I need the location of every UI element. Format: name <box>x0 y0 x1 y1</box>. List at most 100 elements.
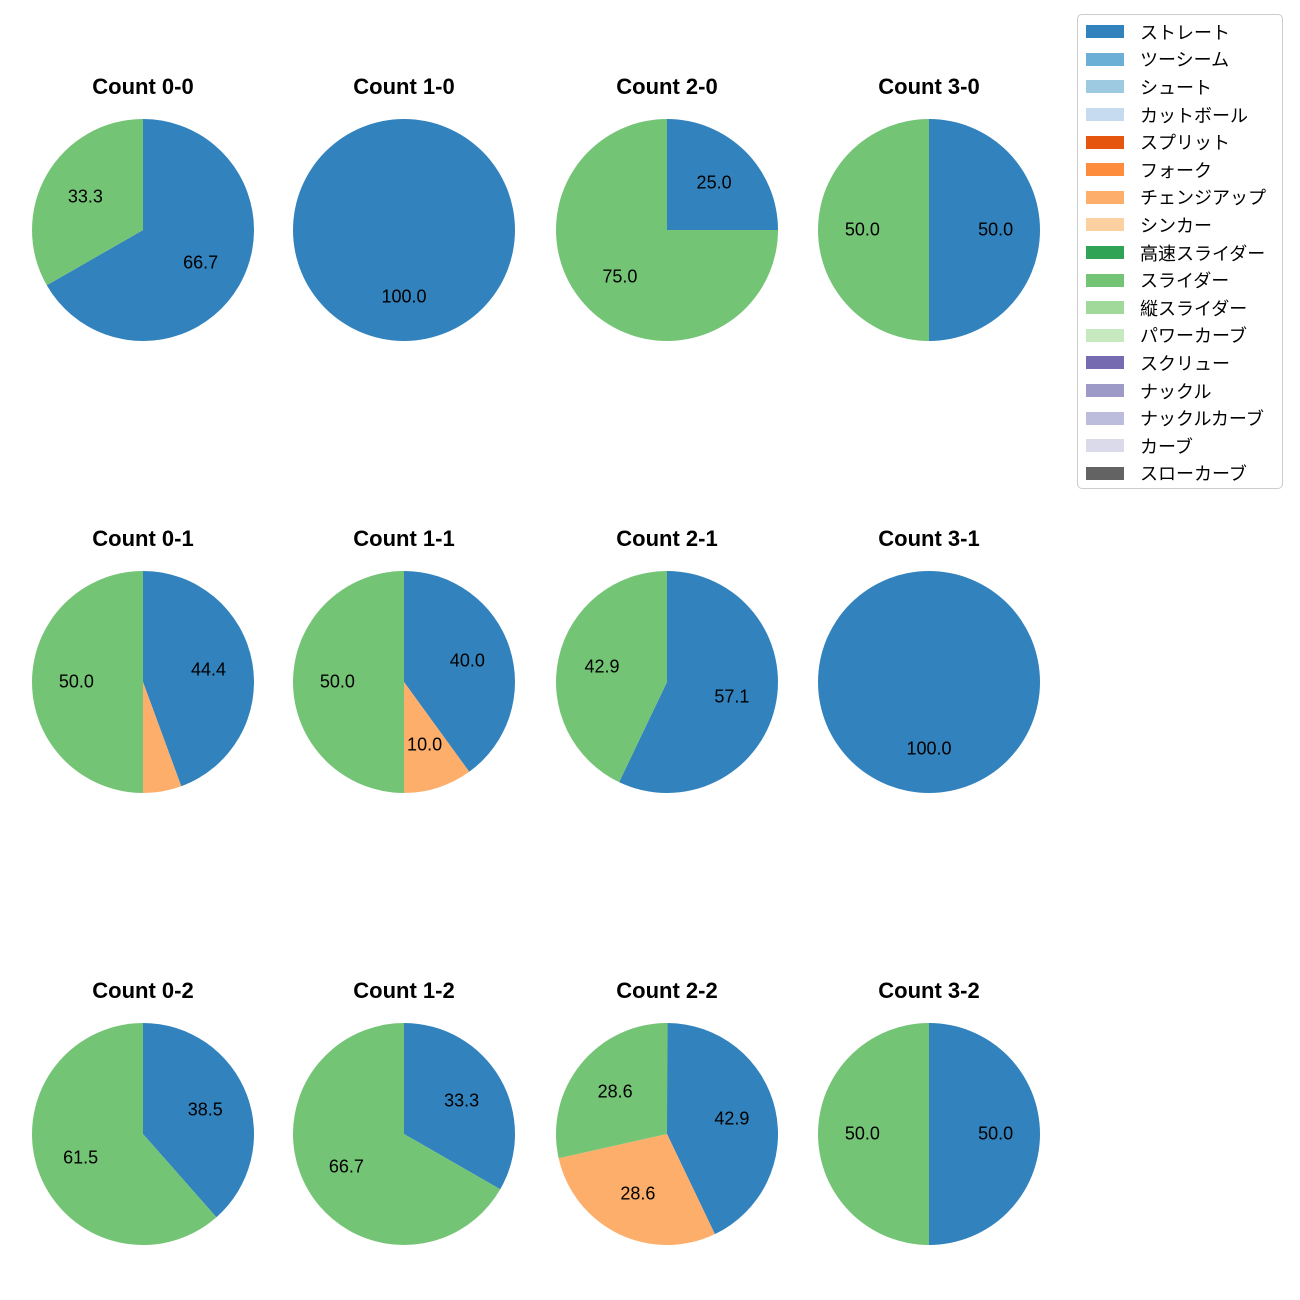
pie-slice <box>667 1023 778 1235</box>
pie-percent-label: 42.9 <box>584 656 620 677</box>
pie-percent-label: 50.0 <box>58 671 94 692</box>
legend-swatch <box>1086 190 1124 204</box>
legend-swatch <box>1086 384 1124 398</box>
pie-percent-label: 40.0 <box>449 650 485 671</box>
legend-label: ストレート <box>1140 22 1230 43</box>
pie-chart: 50.0 50.0 <box>818 1023 1040 1245</box>
legend-item: ストレート <box>1086 18 1274 46</box>
legend-item: スローカーブ <box>1086 460 1274 488</box>
pie-slice <box>619 571 778 793</box>
chart-title: Count 2-1 <box>616 526 718 552</box>
pie-slice <box>32 119 143 286</box>
legend-label: パワーカーブ <box>1140 326 1247 347</box>
pie-percent-label: 50.0 <box>319 671 355 692</box>
pie-percent-label: 42.9 <box>714 1108 750 1129</box>
pie-percent-label: 61.5 <box>63 1147 99 1168</box>
legend-swatch <box>1086 328 1124 342</box>
pie-svg <box>818 571 1040 793</box>
pie-percent-label: 57.1 <box>714 686 750 707</box>
pie-slice <box>818 571 1040 793</box>
pie-chart: 25.0 75.0 <box>556 119 778 341</box>
legend-swatch <box>1086 135 1124 149</box>
pie-percent-label: 50.0 <box>978 219 1014 240</box>
pie-slice <box>32 1023 217 1245</box>
legend-item: チェンジアップ <box>1086 184 1274 212</box>
legend-item: 高速スライダー <box>1086 239 1274 267</box>
pie-slice <box>556 571 667 783</box>
legend-item: スライダー <box>1086 266 1274 294</box>
legend-swatch <box>1086 25 1124 39</box>
chart-title: Count 2-2 <box>616 978 718 1004</box>
legend-label: チェンジアップ <box>1140 188 1266 209</box>
pie-svg <box>556 119 778 341</box>
legend-swatch <box>1086 439 1124 453</box>
pie-percent-label: 33.3 <box>67 186 103 207</box>
legend: ストレート ツーシーム シュート カットボール スプリット フォーク チェンジアップ シンカー… <box>1077 14 1283 489</box>
pie-percent-label: 38.5 <box>187 1099 223 1120</box>
legend-label: スクリュー <box>1140 353 1230 374</box>
pie-svg <box>293 571 515 793</box>
legend-item: 縦スライダー <box>1086 294 1274 322</box>
pie-percent-label: 50.0 <box>978 1123 1014 1144</box>
legend-swatch <box>1086 356 1124 370</box>
legend-label: 高速スライダー <box>1140 243 1266 264</box>
pie-percent-label: 50.0 <box>844 1123 880 1144</box>
legend-item: シンカー <box>1086 211 1274 239</box>
pie-slice <box>293 119 515 341</box>
pie-percent-label: 66.7 <box>328 1156 364 1177</box>
pie-slice <box>929 119 1040 341</box>
legend-label: ツーシーム <box>1140 50 1230 71</box>
legend-swatch <box>1086 52 1124 66</box>
chart-title: Count 2-0 <box>616 74 718 100</box>
pie-percent-label: 66.7 <box>183 252 219 273</box>
pie-slice <box>293 571 404 793</box>
pie-slice <box>143 1023 254 1218</box>
legend-item: スクリュー <box>1086 349 1274 377</box>
pie-slice <box>929 1023 1040 1245</box>
pie-slice <box>558 1134 715 1245</box>
pie-slice <box>404 682 470 793</box>
chart-title: Count 0-0 <box>92 74 194 100</box>
pie-slice <box>32 571 143 793</box>
pie-percent-label: 28.6 <box>620 1183 656 1204</box>
pie-percent-label: 25.0 <box>696 172 732 193</box>
legend-label: スライダー <box>1140 271 1230 292</box>
pie-slice <box>143 682 182 793</box>
pie-svg <box>556 1023 778 1245</box>
pie-chart: 100.0 <box>293 119 515 341</box>
legend-swatch <box>1086 273 1124 287</box>
legend-item: ナックル <box>1086 377 1274 405</box>
pie-slice <box>818 1023 929 1245</box>
legend-swatch <box>1086 218 1124 232</box>
legend-item: ツーシーム <box>1086 46 1274 74</box>
chart-title: Count 1-1 <box>353 526 455 552</box>
chart-title: Count 3-0 <box>878 74 980 100</box>
pie-percent-label: 44.4 <box>191 659 227 680</box>
chart-title: Count 0-2 <box>92 978 194 1004</box>
pie-slice <box>143 571 254 787</box>
pie-chart: 40.0 10.0 50.0 <box>293 571 515 793</box>
pie-svg <box>32 571 254 793</box>
pie-slice <box>293 1023 501 1245</box>
pie-slice <box>667 119 778 230</box>
pie-percent-label: 100.0 <box>381 286 427 307</box>
pie-percent-label: 75.0 <box>602 266 638 287</box>
legend-item: カーブ <box>1086 432 1274 460</box>
pie-svg <box>32 119 254 341</box>
chart-title: Count 3-1 <box>878 526 980 552</box>
legend-label: ナックル <box>1140 381 1212 402</box>
legend-swatch <box>1086 80 1124 94</box>
chart-title: Count 0-1 <box>92 526 194 552</box>
pie-chart: 38.5 61.5 <box>32 1023 254 1245</box>
legend-label: スプリット <box>1140 133 1230 154</box>
pie-svg <box>818 119 1040 341</box>
legend-label: フォーク <box>1140 160 1212 181</box>
legend-swatch <box>1086 301 1124 315</box>
legend-label: シンカー <box>1140 215 1212 236</box>
chart-title: Count 3-2 <box>878 978 980 1004</box>
pie-percent-label: 10.0 <box>407 734 443 755</box>
legend-label: ナックルカーブ <box>1140 409 1264 430</box>
pie-percent-label: 33.3 <box>444 1090 480 1111</box>
legend-swatch <box>1086 466 1124 480</box>
